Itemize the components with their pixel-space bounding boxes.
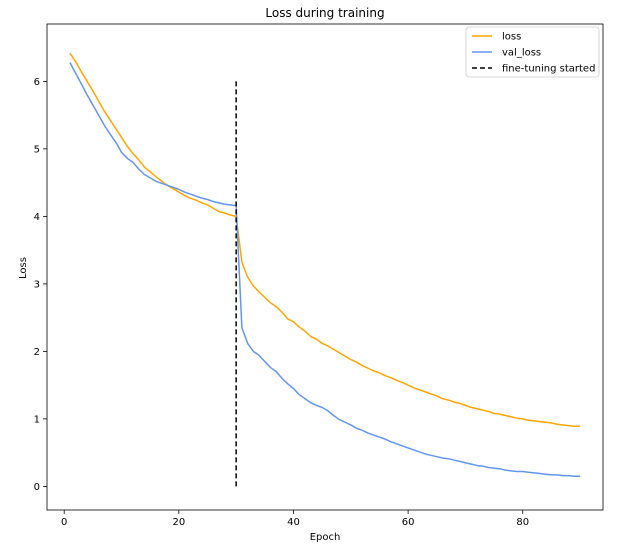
- x-tick-label: 40: [287, 517, 300, 528]
- y-tick-label: 3: [34, 279, 40, 290]
- series-line-loss: [69, 52, 581, 428]
- y-tick-label: 1: [34, 414, 40, 425]
- y-tick-label: 6: [34, 77, 40, 88]
- legend-label-fine-tuning: fine-tuning started: [502, 64, 595, 75]
- x-tick-label: 60: [402, 517, 415, 528]
- legend-label-loss: loss: [502, 32, 521, 43]
- legend-box: [465, 26, 600, 78]
- x-tick-label: 0: [61, 517, 67, 528]
- chart-title: Loss during training: [265, 6, 384, 20]
- y-tick-label: 4: [34, 212, 40, 223]
- plot-area: 0 20 40 60 80 0 1 2 3 4 5 6: [34, 23, 604, 528]
- y-tick-label: 2: [34, 347, 40, 358]
- y-axis-title: Loss: [18, 257, 29, 279]
- x-axis-title: Epoch: [310, 532, 341, 543]
- legend-label-val-loss: val_loss: [502, 48, 541, 59]
- x-tick-label: 80: [516, 517, 529, 528]
- x-tick-label: 20: [172, 517, 185, 528]
- y-tick-label: 5: [34, 144, 40, 155]
- y-tick-label: 0: [34, 482, 40, 493]
- series-line-val-loss: [69, 62, 581, 477]
- axes-frame: [46, 23, 604, 511]
- legend: loss val_loss fine-tuning started: [465, 26, 600, 78]
